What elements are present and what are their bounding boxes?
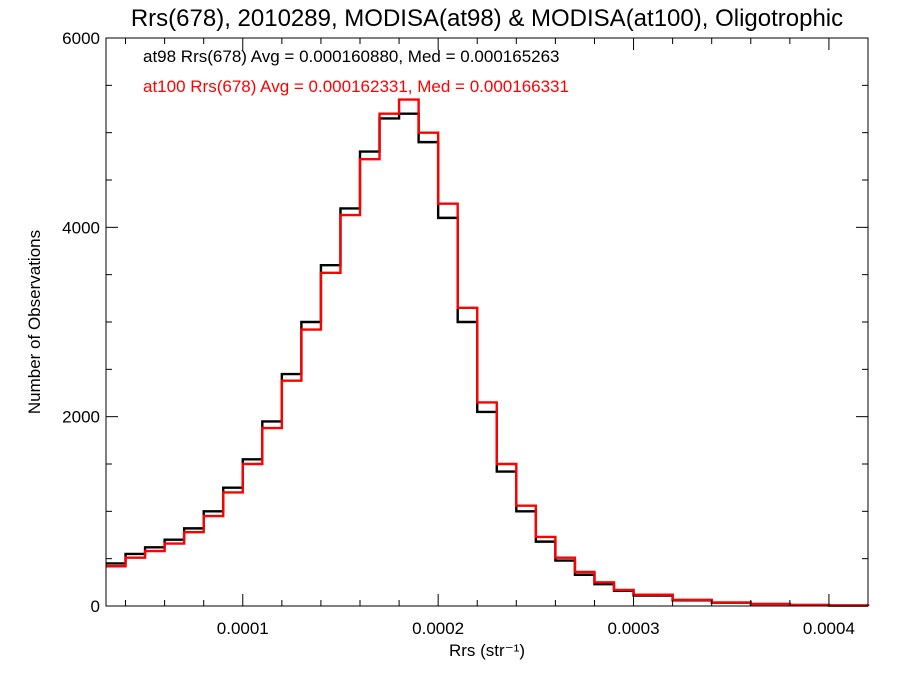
y-tick-label: 0	[91, 597, 100, 616]
series-line-at98	[106, 112, 870, 607]
y-tick-label: 6000	[62, 29, 100, 48]
legend-entry-at98: at98 Rrs(678) Avg = 0.000160880, Med = 0…	[143, 47, 560, 66]
legend-entry-at100: at100 Rrs(678) Avg = 0.000162331, Med = …	[143, 77, 569, 96]
x-axis-label: Rrs (str⁻¹)	[449, 641, 525, 660]
x-tick-label: 0.0002	[412, 619, 464, 638]
x-tick-label: 0.0003	[608, 619, 660, 638]
y-tick-label: 2000	[62, 408, 100, 427]
x-tick-label: 0.0004	[803, 619, 855, 638]
y-tick-label: 4000	[62, 218, 100, 237]
series-line-at100	[106, 98, 870, 607]
x-tick-label: 0.0001	[217, 619, 269, 638]
y-axis-label: Number of Observations	[25, 230, 44, 414]
chart-title: Rrs(678), 2010289, MODISA(at98) & MODISA…	[131, 5, 843, 32]
plot-frame	[105, 37, 869, 607]
